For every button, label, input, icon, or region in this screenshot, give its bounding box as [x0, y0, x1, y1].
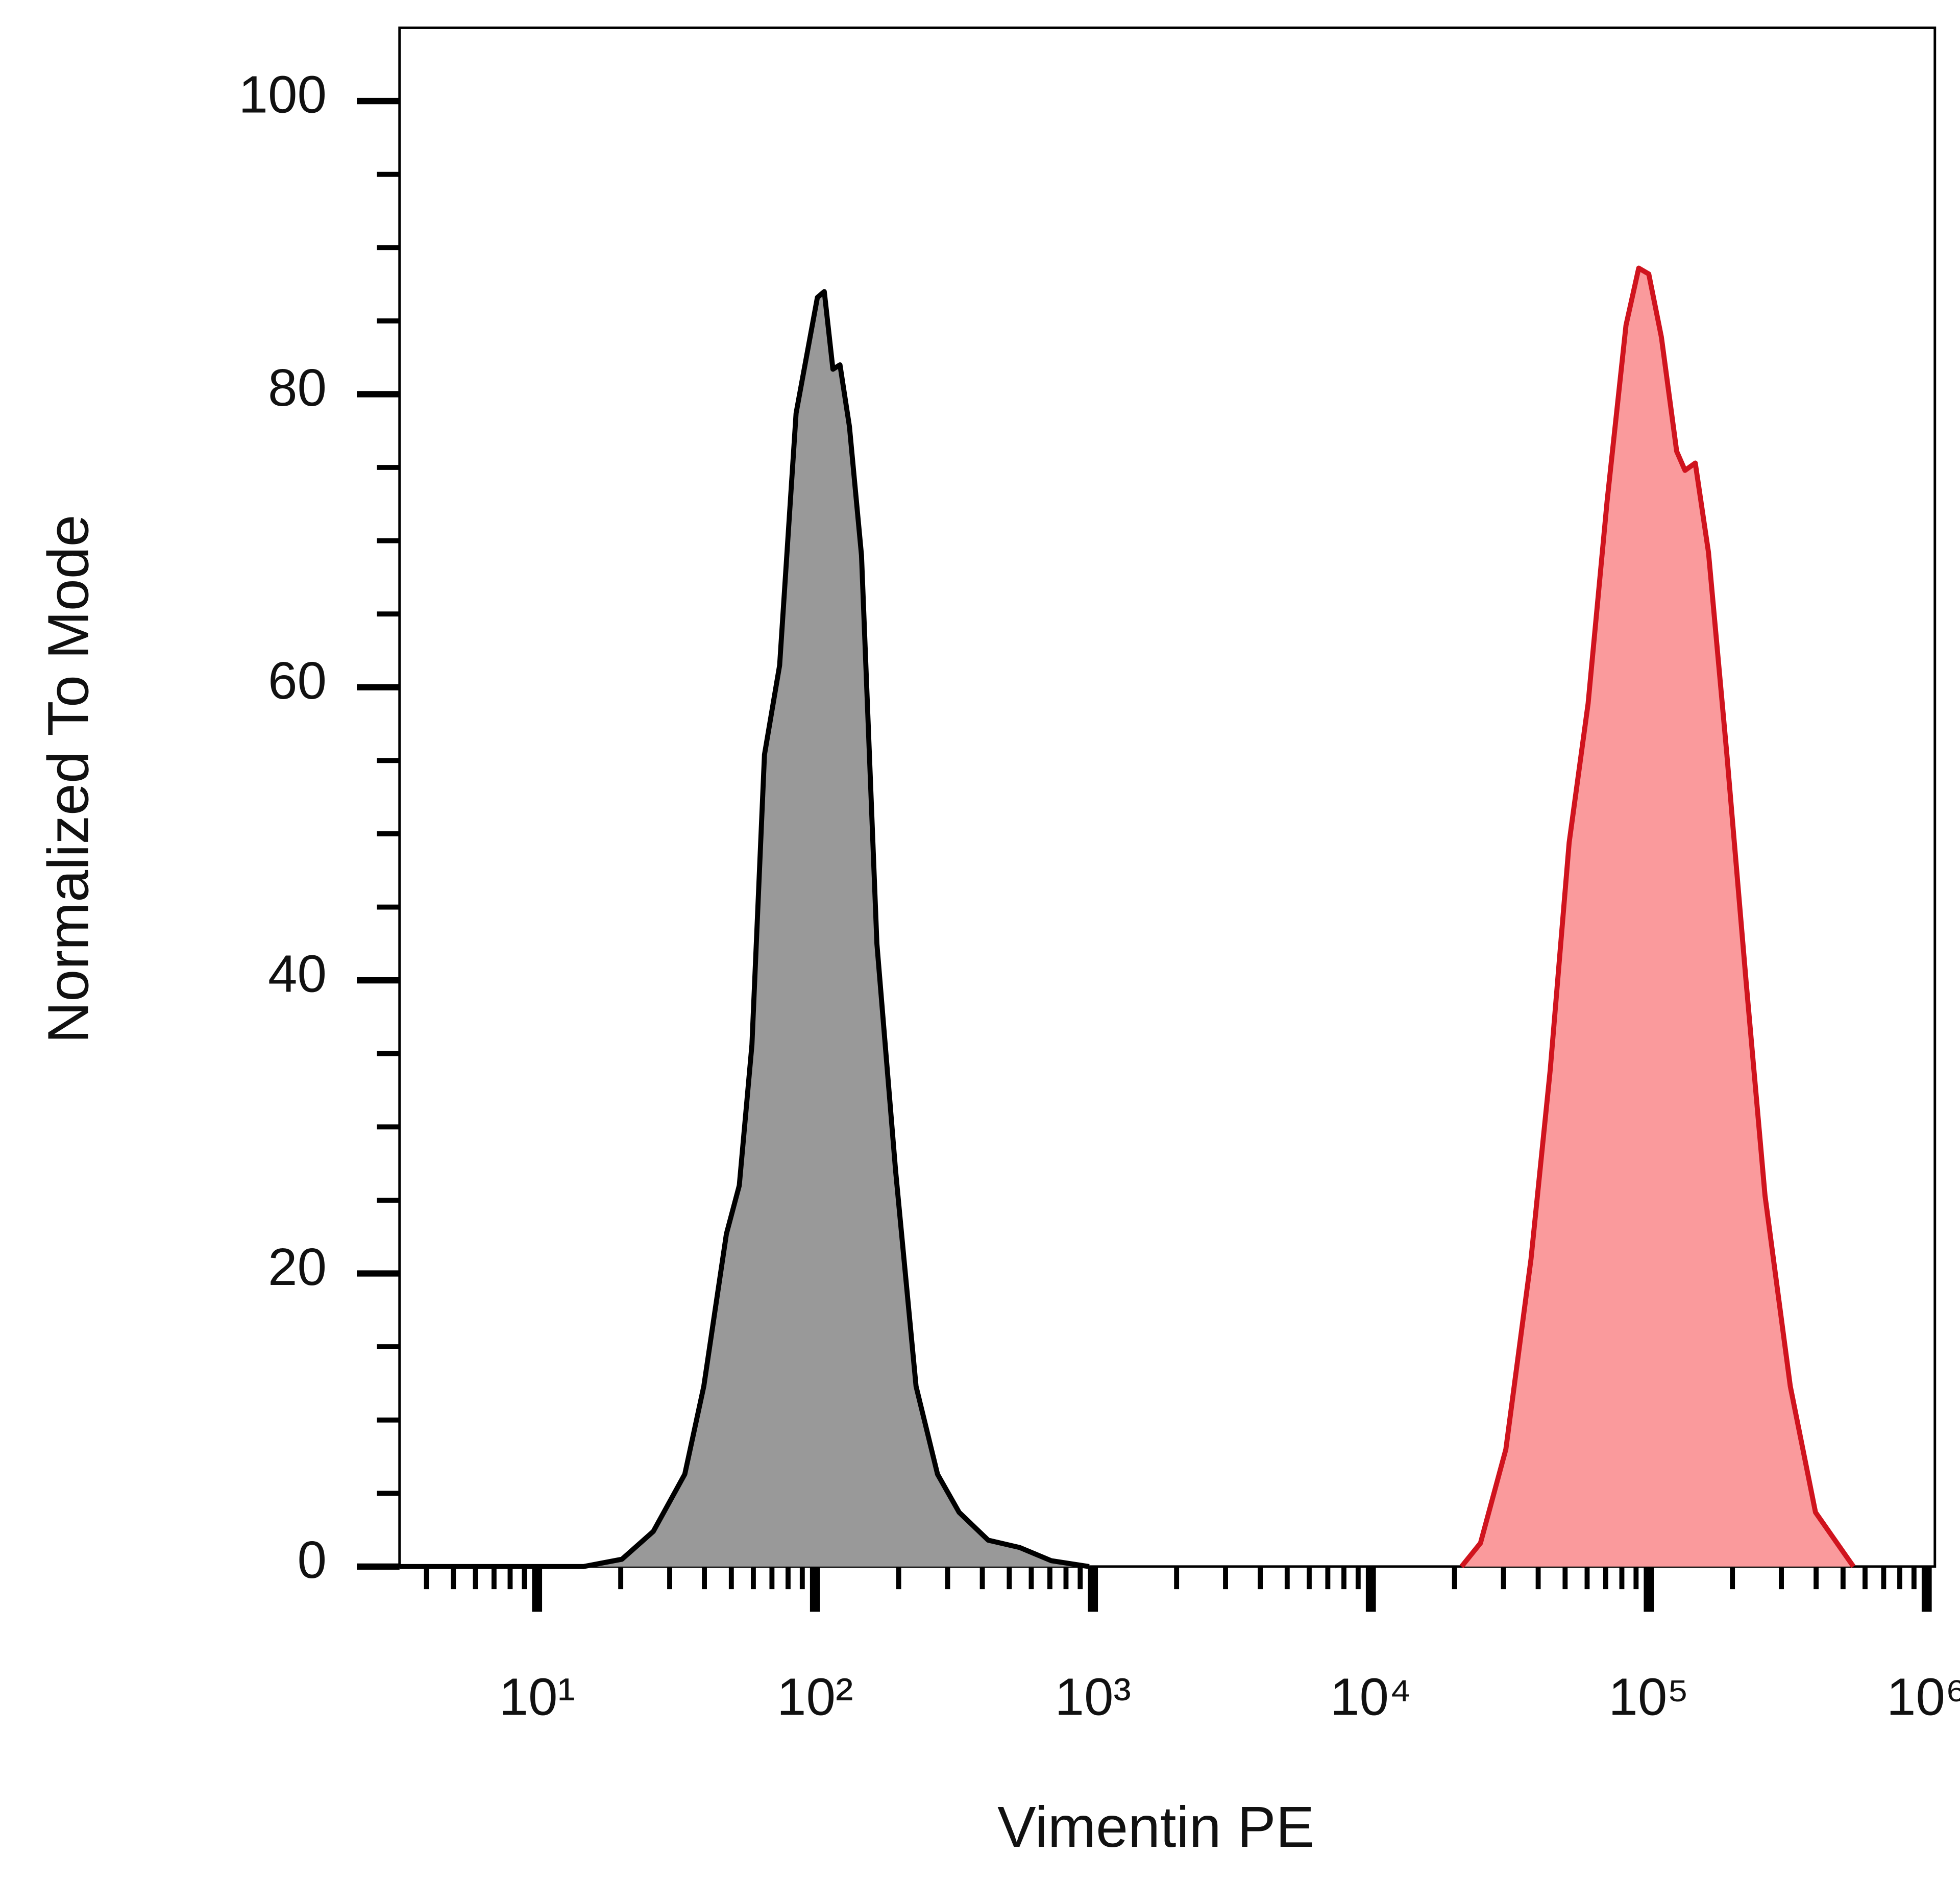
- histogram-line: [1459, 265, 1856, 1568]
- histogram-area: [1461, 268, 1854, 1567]
- x-axis-title: Vimentin PE: [997, 1794, 1314, 1859]
- y-axis-title: Normalized To Mode: [35, 514, 100, 1043]
- x-tick-label: 10⁵: [1608, 1667, 1689, 1726]
- x-tick-label: 10¹: [499, 1667, 575, 1726]
- x-tick-label: 10²: [777, 1667, 853, 1726]
- histogram-area: [399, 291, 1089, 1567]
- y-tick-label: 100: [239, 64, 327, 123]
- y-tick-label: 0: [297, 1530, 327, 1589]
- x-tick-label: 10³: [1055, 1667, 1131, 1726]
- y-tick-label: 40: [268, 944, 327, 1003]
- histogram-line: [399, 289, 1090, 1569]
- y-tick-label: 20: [268, 1237, 327, 1296]
- y-tick-label: 80: [268, 358, 327, 417]
- x-tick-label: 10⁶: [1886, 1667, 1960, 1726]
- y-tick-label: 60: [268, 651, 327, 710]
- plot-frame: [398, 27, 1937, 1568]
- x-tick-label: 10⁴: [1330, 1667, 1411, 1726]
